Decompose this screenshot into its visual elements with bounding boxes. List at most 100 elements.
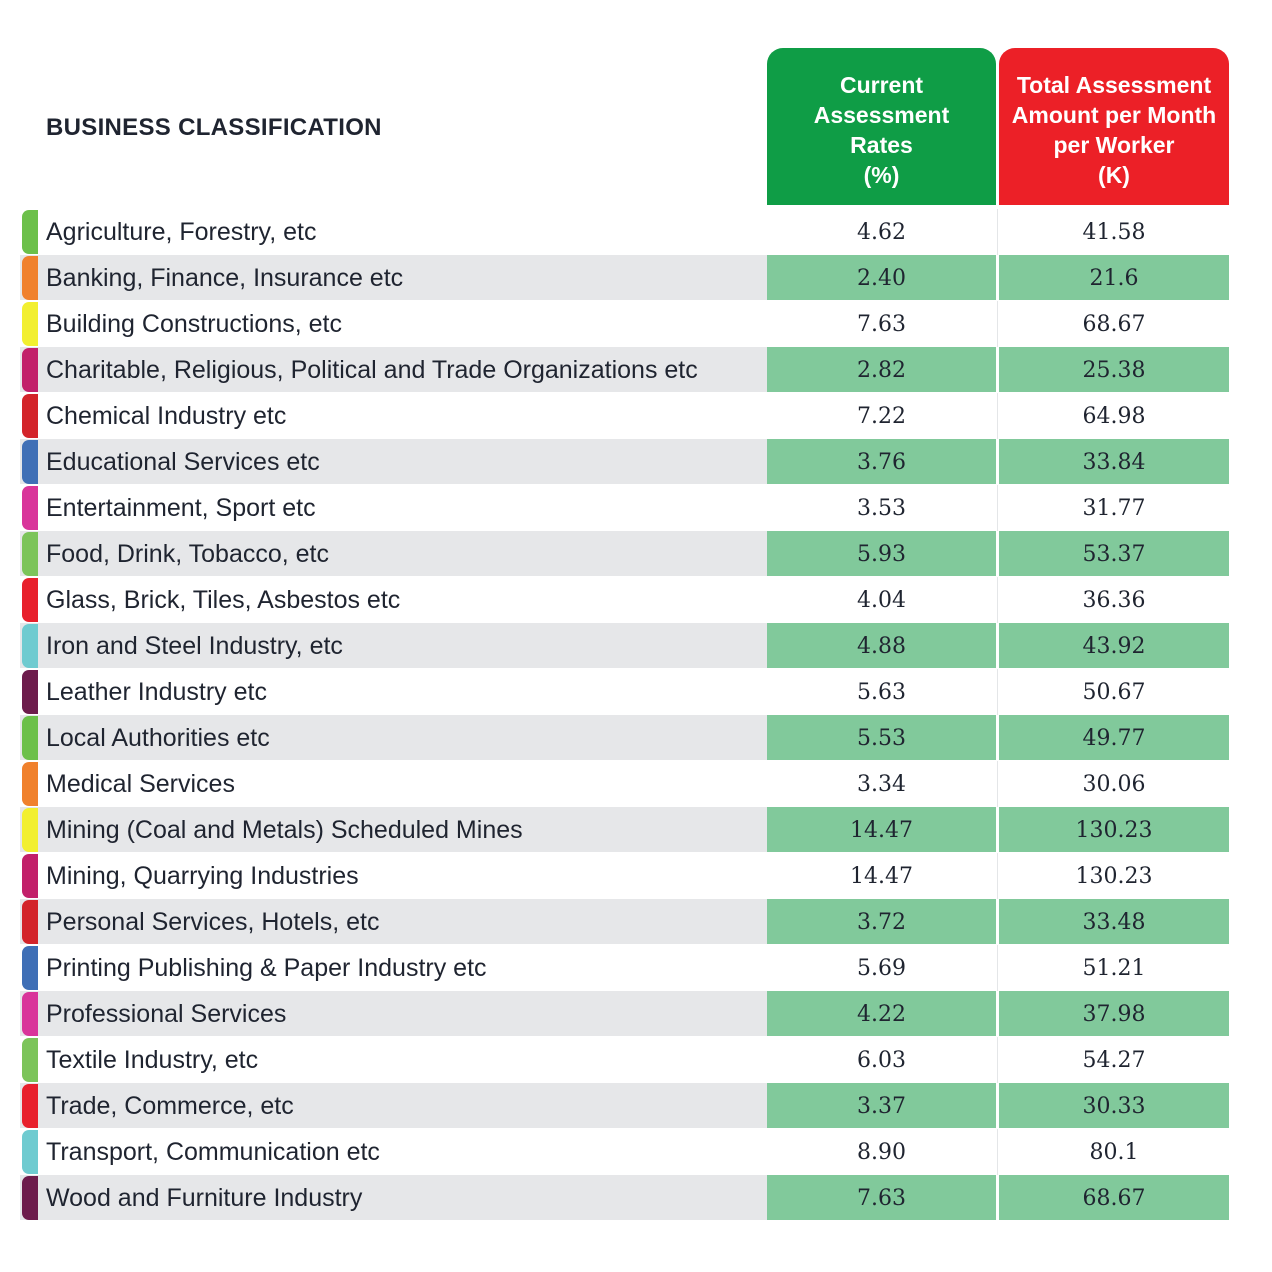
column-divider — [997, 301, 998, 347]
label-cell: Transport, Communication etc — [20, 1129, 767, 1174]
column-divider — [996, 347, 999, 393]
column-divider — [997, 761, 998, 807]
category-color-tab — [22, 946, 38, 990]
table-row: Mining (Coal and Metals) Scheduled Mines… — [20, 807, 1229, 853]
assessment-rate-cell: 3.37 — [767, 1083, 996, 1128]
column-divider — [997, 209, 998, 255]
category-color-tab — [22, 624, 38, 668]
category-color-tab — [22, 256, 38, 300]
assessment-rate-cell: 3.72 — [767, 899, 996, 944]
column-divider — [997, 1037, 998, 1083]
label-cell: Iron and Steel Industry, etc — [20, 623, 767, 668]
rate-header-line: Rates — [850, 131, 913, 158]
table-row: Trade, Commerce, etc 3.37 30.33 — [20, 1083, 1229, 1129]
classification-label: Building Constructions, etc — [46, 310, 342, 338]
category-color-tab — [22, 578, 38, 622]
assessment-rate-cell: 7.63 — [857, 312, 906, 337]
category-color-tab — [22, 854, 38, 898]
assessment-rate-cell: 7.22 — [857, 404, 906, 429]
label-cell: Printing Publishing & Paper Industry etc — [20, 945, 767, 990]
table-row: Glass, Brick, Tiles, Asbestos etc 4.04 36.… — [20, 577, 1229, 623]
category-color-tab — [22, 670, 38, 714]
column-divider — [997, 485, 998, 531]
assessment-amount-cell: 31.77 — [1082, 496, 1146, 521]
table-row: Textile Industry, etc 6.03 54.27 — [20, 1037, 1229, 1083]
classification-label: Mining (Coal and Metals) Scheduled Mines — [46, 816, 523, 844]
assessment-rate-cell: 2.40 — [767, 255, 996, 300]
column-divider — [996, 1175, 999, 1221]
label-cell: Food, Drink, Tobacco, etc — [20, 531, 767, 576]
column-divider — [996, 715, 999, 761]
classification-label: Mining, Quarrying Industries — [46, 862, 359, 890]
assessment-rate-cell: 4.62 — [857, 220, 906, 245]
assessment-amount-cell: 53.37 — [999, 531, 1229, 576]
table-row: Agriculture, Forestry, etc 4.62 41.58 — [20, 209, 1229, 255]
category-color-tab — [22, 1084, 38, 1128]
assessment-amount-cell: 36.36 — [1082, 588, 1146, 613]
assessment-amount-cell: 41.58 — [1082, 220, 1146, 245]
category-color-tab — [22, 532, 38, 576]
label-cell: Agriculture, Forestry, etc — [20, 209, 767, 254]
classification-label: Professional Services — [46, 1000, 287, 1028]
rate-header-line: Current — [839, 71, 924, 98]
classification-label: Personal Services, Hotels, etc — [46, 908, 380, 936]
table-row: Building Constructions, etc 7.63 68.67 — [20, 301, 1229, 347]
column-divider — [997, 945, 998, 991]
label-cell: Personal Services, Hotels, etc — [20, 899, 767, 944]
assessment-amount-cell: 50.67 — [1082, 680, 1146, 705]
category-color-tab — [22, 716, 38, 760]
column-divider — [997, 853, 998, 899]
assessment-amount-cell: 33.84 — [999, 439, 1229, 484]
table-row: Leather Industry etc 5.63 50.67 — [20, 669, 1229, 715]
classification-table: Agriculture, Forestry, etc 4.62 41.58 Banki… — [20, 209, 1229, 1221]
label-cell: Mining, Quarrying Industries — [20, 853, 767, 898]
table-row: Local Authorities etc 5.53 49.77 — [20, 715, 1229, 761]
assessment-rate-cell: 4.88 — [767, 623, 996, 668]
classification-label: Food, Drink, Tobacco, etc — [46, 540, 330, 568]
classification-label: Charitable, Religious, Political and Tra… — [46, 356, 698, 384]
amount-header-line: Total Assessment — [1016, 71, 1212, 98]
category-color-tab — [22, 1038, 38, 1082]
table-row: Wood and Furniture Industry 7.63 68.67 — [20, 1175, 1229, 1221]
assessment-amount-cell: 49.77 — [999, 715, 1229, 760]
table-row: Personal Services, Hotels, etc 3.72 33.48 — [20, 899, 1229, 945]
column-divider — [996, 807, 999, 853]
assessment-amount-cell: 80.1 — [1089, 1140, 1139, 1165]
category-color-tab — [22, 1130, 38, 1174]
assessment-rate-cell: 2.82 — [767, 347, 996, 392]
table-row: Mining, Quarrying Industries 14.47 130.23 — [20, 853, 1229, 899]
label-cell: Professional Services — [20, 991, 767, 1036]
classification-label: Printing Publishing & Paper Industry etc — [46, 954, 487, 982]
assessment-amount-cell: 37.98 — [999, 991, 1229, 1036]
label-cell: Banking, Finance, Insurance etc — [20, 255, 767, 300]
column-divider — [997, 393, 998, 439]
label-cell: Leather Industry etc — [20, 669, 767, 714]
rate-column-header: Current Assessment Rates (%) — [767, 48, 996, 205]
assessment-amount-cell: 130.23 — [999, 807, 1229, 852]
rate-header-line: (%) — [863, 161, 900, 188]
classification-label: Medical Services — [46, 770, 235, 798]
assessment-rate-cell: 3.34 — [857, 772, 906, 797]
category-color-tab — [22, 808, 38, 852]
assessment-amount-cell: 51.21 — [1082, 956, 1146, 981]
assessment-amount-cell: 68.67 — [999, 1175, 1229, 1220]
label-cell: Mining (Coal and Metals) Scheduled Mines — [20, 807, 767, 852]
label-cell: Wood and Furniture Industry — [20, 1175, 767, 1220]
assessment-rate-cell: 4.04 — [857, 588, 906, 613]
column-divider — [996, 531, 999, 577]
assessment-amount-cell: 21.6 — [999, 255, 1229, 300]
category-color-tab — [22, 1176, 38, 1220]
label-cell: Charitable, Religious, Political and Tra… — [20, 347, 767, 392]
assessment-amount-cell: 130.23 — [1075, 864, 1153, 889]
assessment-rate-cell: 5.69 — [857, 956, 906, 981]
assessment-rate-cell: 7.63 — [767, 1175, 996, 1220]
assessment-rate-cell: 5.53 — [767, 715, 996, 760]
category-color-tab — [22, 210, 38, 254]
classification-label: Iron and Steel Industry, etc — [46, 632, 343, 660]
table-row: Educational Services etc 3.76 33.84 — [20, 439, 1229, 485]
label-cell: Medical Services — [20, 761, 767, 806]
label-cell: Glass, Brick, Tiles, Asbestos etc — [20, 577, 767, 622]
classification-label: Local Authorities etc — [46, 724, 270, 752]
category-color-tab — [22, 992, 38, 1036]
assessment-rate-cell: 5.93 — [767, 531, 996, 576]
